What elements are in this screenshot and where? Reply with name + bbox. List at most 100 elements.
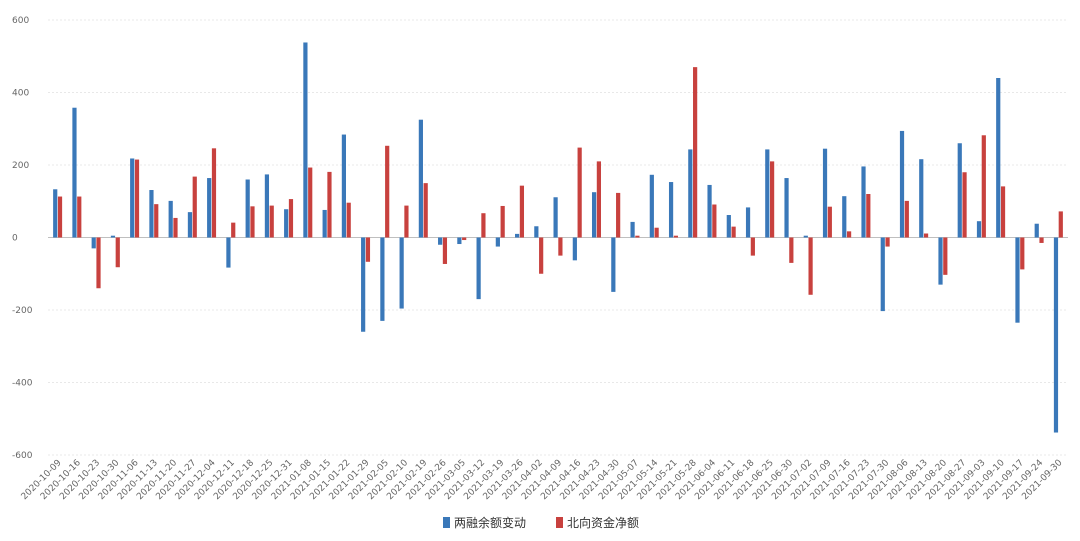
bar-series-1 (649, 174, 654, 238)
bar-series-1 (938, 237, 943, 285)
bar-series-1 (611, 237, 616, 292)
bar-series-1 (688, 149, 693, 238)
bar-series-1 (110, 235, 116, 238)
bar-series-1 (226, 237, 231, 268)
bar-series-2 (96, 237, 101, 289)
bar-series-2 (308, 167, 313, 238)
bar-series-1 (418, 119, 423, 238)
bar-series-1 (303, 42, 308, 238)
bar-series-1 (784, 178, 789, 238)
bar-series-1 (476, 237, 481, 300)
bar-series-1 (553, 197, 558, 238)
bar-series-2 (770, 161, 775, 238)
bar-series-2 (693, 67, 698, 238)
bar-series-2 (596, 161, 601, 238)
bar-series-1 (91, 237, 96, 249)
bar-series-1 (264, 174, 270, 238)
legend-swatch-series-2 (556, 517, 563, 528)
bar-series-2 (923, 233, 929, 238)
bar-series-2 (673, 235, 678, 238)
bar-series-1 (822, 148, 828, 238)
bar-series-2 (1039, 237, 1044, 243)
bar-series-2 (827, 206, 832, 238)
bar-series-2 (712, 204, 717, 238)
bar-series-1 (168, 200, 173, 238)
bar-series-2 (943, 237, 948, 275)
bar-series-2 (616, 192, 621, 238)
bar-series-1 (149, 190, 154, 238)
bar-series-1 (957, 143, 962, 238)
x-axis: 2020-10-092020-10-162020-10-232020-10-30… (20, 458, 1065, 502)
bar-series-1 (438, 237, 443, 245)
bar-series-1 (745, 207, 751, 238)
bar-series-2 (866, 194, 871, 238)
bar-series-2 (365, 237, 371, 262)
bar-series-2 (288, 199, 294, 238)
bar-series-2 (1000, 186, 1006, 238)
gridlines (48, 19, 1068, 456)
bar-series-1 (630, 221, 635, 238)
bar-series-1 (341, 134, 346, 238)
bar-series-1 (919, 159, 924, 238)
bar-series-1 (803, 235, 808, 238)
bar-series-2 (481, 213, 486, 238)
bar-series-2 (1020, 237, 1025, 270)
y-tick-label: 200 (12, 161, 29, 171)
bar-series-2 (904, 200, 909, 238)
bar-series-1 (861, 166, 866, 238)
bar-series-2 (346, 202, 351, 238)
bar-series-1 (591, 192, 597, 238)
bar-series-1 (996, 78, 1001, 238)
bar-series-1 (207, 178, 212, 238)
bar-series-2 (134, 159, 140, 238)
bar-series-1 (53, 189, 58, 238)
legend-label-series-1: 两融余额变动 (454, 515, 526, 530)
bar-series-1 (1034, 223, 1039, 238)
bar-series-1 (361, 237, 366, 332)
bar-series-1 (245, 179, 250, 238)
bar-series-1 (130, 158, 135, 238)
bar-series-2 (192, 176, 197, 238)
bar-series-2 (211, 148, 217, 238)
legend-swatch-series-1 (443, 517, 450, 528)
bar-series-1 (976, 221, 982, 238)
bar-series-2 (635, 235, 640, 238)
bar-series-2 (750, 237, 755, 256)
bar-series-1 (399, 237, 404, 309)
bar-series-2 (885, 237, 890, 247)
bar-series-2 (327, 171, 332, 238)
bar-series-1 (495, 237, 500, 247)
bar-series-2 (577, 147, 582, 238)
bar-series-2 (558, 237, 563, 256)
bar-series-2 (77, 196, 82, 238)
bar-series-1 (707, 184, 712, 238)
bar-series-2 (404, 205, 409, 238)
bar-series-1 (765, 149, 770, 238)
bar-series-1 (572, 237, 577, 261)
bar-series-2 (442, 237, 448, 264)
bar-series-2 (1058, 211, 1063, 238)
y-tick-label: 0 (12, 234, 18, 244)
bar-series-1 (457, 237, 462, 245)
bar-series-2 (519, 185, 525, 238)
bar-series-2 (808, 237, 813, 295)
y-tick-label: -600 (12, 451, 33, 461)
bar-series-2 (462, 237, 467, 241)
bar-series-2 (231, 222, 236, 238)
bar-series-1 (1015, 237, 1020, 323)
bar-series-2 (115, 237, 120, 268)
bar-series-2 (654, 227, 659, 238)
bar-series-2 (789, 237, 794, 263)
bar-series-1 (880, 237, 885, 312)
bar-series-2 (846, 231, 852, 238)
bar-series-1 (726, 215, 731, 238)
bar-series-2 (173, 217, 178, 238)
bar-series-2 (981, 135, 986, 238)
bar-series-1 (322, 209, 327, 238)
bar-series-1 (72, 107, 77, 238)
y-tick-label: 400 (12, 89, 29, 99)
bar-series-1 (284, 209, 289, 238)
y-tick-label: 600 (12, 16, 29, 26)
bar-series-2 (423, 183, 428, 238)
